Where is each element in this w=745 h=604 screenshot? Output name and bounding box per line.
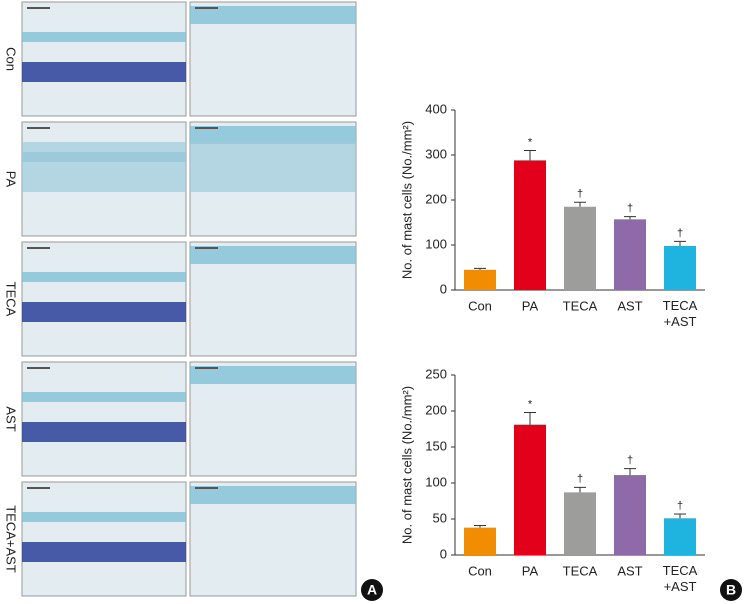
y-axis-label: No. of mast cells (No./mm²) <box>399 386 414 544</box>
y-axis-label: No. of mast cells (No./mm²) <box>399 121 414 279</box>
y-tick-label: 300 <box>425 146 447 161</box>
micrograph <box>21 241 187 357</box>
y-tick-label: 100 <box>425 474 447 489</box>
tissue-band <box>22 512 186 522</box>
error-bar <box>574 486 586 493</box>
x-tick-label: AST <box>617 298 642 313</box>
significance-marker: † <box>627 203 633 215</box>
tissue-band <box>190 366 356 384</box>
x-tick-label: AST <box>617 563 642 578</box>
micrograph <box>21 481 187 597</box>
micrograph <box>21 1 187 117</box>
error-bar <box>574 201 586 207</box>
y-tick-label: 150 <box>425 438 447 453</box>
tissue-band <box>190 486 356 504</box>
y-tick-label: 400 <box>425 101 447 116</box>
tissue-band <box>190 126 356 144</box>
bar <box>664 518 696 555</box>
row-label: TECA+AST <box>4 505 19 573</box>
error-bar <box>474 267 486 270</box>
y-tick-label: 200 <box>425 191 447 206</box>
error-bar <box>524 150 536 161</box>
x-tick-label: Con <box>468 298 492 313</box>
y-tick-label: 200 <box>425 402 447 417</box>
y-tick-label: 0 <box>440 546 447 561</box>
panel-label: B <box>726 582 736 598</box>
error-bar <box>524 411 536 425</box>
x-tick-label: TECA +AST <box>663 563 698 594</box>
x-tick-label: PA <box>522 563 539 578</box>
significance-marker: † <box>627 455 633 467</box>
panel-a-badge: A <box>361 579 383 601</box>
tissue-band <box>22 272 186 282</box>
tissue-band <box>190 6 356 24</box>
cartilage-band <box>22 302 186 322</box>
significance-marker: * <box>528 136 533 148</box>
bar <box>464 269 496 290</box>
x-tick-label: Con <box>468 563 492 578</box>
tissue-band <box>22 32 186 42</box>
bar <box>514 160 546 290</box>
panel-b-badge: B <box>720 579 742 601</box>
x-tick-label: TECA +AST <box>663 298 698 329</box>
bar <box>564 206 596 290</box>
bar <box>564 492 596 555</box>
error-bar <box>624 216 636 220</box>
error-bar <box>674 240 686 246</box>
bar <box>614 219 646 290</box>
bar <box>464 527 496 555</box>
significance-marker: † <box>577 188 583 200</box>
panel-label: A <box>367 582 377 598</box>
x-tick-label: TECA <box>563 298 598 313</box>
row-label: PA <box>4 171 19 188</box>
y-tick-label: 100 <box>425 236 447 251</box>
row-label: AST <box>4 406 19 431</box>
error-bar <box>674 513 686 519</box>
cartilage-band <box>22 422 186 442</box>
significance-marker: * <box>528 398 533 410</box>
bar <box>514 424 546 555</box>
row-label: Con <box>4 47 19 71</box>
significance-marker: † <box>577 473 583 485</box>
significance-marker: † <box>677 500 683 512</box>
y-tick-label: 250 <box>425 366 447 381</box>
x-tick-label: TECA <box>563 563 598 578</box>
error-bar <box>624 468 636 476</box>
micrograph <box>21 361 187 477</box>
bar <box>664 245 696 290</box>
cartilage-band <box>22 542 186 562</box>
error-bar <box>474 524 486 528</box>
y-tick-label: 0 <box>440 281 447 296</box>
tissue-band <box>22 392 186 402</box>
row-label: TECA <box>4 282 19 317</box>
y-tick-label: 50 <box>433 510 447 525</box>
histology-panel: Con PA TECA AST TECA+AST <box>4 1 357 597</box>
x-tick-label: PA <box>522 298 539 313</box>
bar <box>614 475 646 555</box>
significance-marker: † <box>677 227 683 239</box>
cartilage-band <box>22 62 186 82</box>
dermis <box>22 142 186 192</box>
dermis <box>190 142 356 192</box>
tissue-band <box>190 246 356 264</box>
